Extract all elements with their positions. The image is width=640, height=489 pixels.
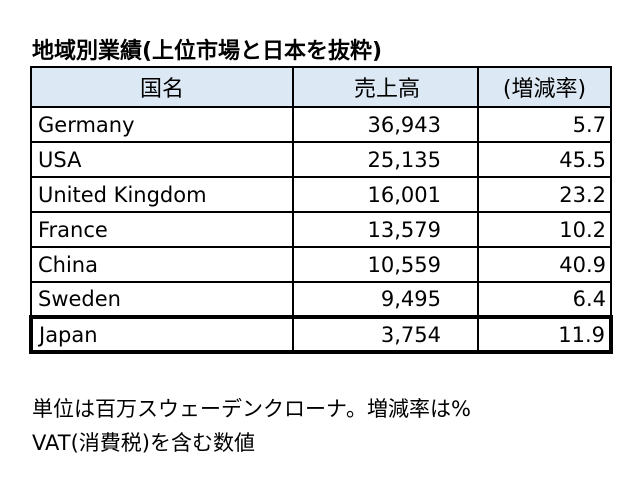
country-cell: USA (30, 141, 294, 178)
table-row: USA 25,135 45.5 (30, 141, 612, 178)
header-sales: 売上高 (292, 66, 479, 108)
table-row: Sweden 9,495 6.4 (30, 281, 612, 318)
country-cell: China (30, 246, 294, 283)
regional-sales-table: 国名 売上高 (増減率) Germany 36,943 5.7 USA 25,1… (29, 66, 613, 354)
sales-cell: 36,943 (292, 106, 479, 143)
change-cell: 5.7 (477, 106, 612, 143)
table-row: France 13,579 10.2 (30, 211, 612, 248)
country-cell: France (30, 211, 294, 248)
table-row: China 10,559 40.9 (30, 246, 612, 283)
sales-cell: 10,559 (292, 246, 479, 283)
vat-note: VAT(消費税)を含む数値 (32, 431, 255, 455)
change-cell: 23.2 (477, 176, 612, 213)
change-cell: 45.5 (477, 141, 612, 178)
change-cell: 40.9 (477, 246, 612, 283)
change-cell: 11.9 (477, 315, 613, 354)
sales-cell: 3,754 (292, 315, 479, 354)
country-cell: Sweden (30, 281, 294, 318)
table-header-row: 国名 売上高 (増減率) (30, 66, 612, 108)
sales-cell: 25,135 (292, 141, 479, 178)
table-row: Germany 36,943 5.7 (30, 106, 612, 143)
sales-cell: 13,579 (292, 211, 479, 248)
table-row-japan-highlighted: Japan 3,754 11.9 (29, 315, 613, 354)
country-cell: Germany (30, 106, 294, 143)
sales-cell: 9,495 (292, 281, 479, 318)
header-change: (増減率) (477, 66, 612, 108)
page-title: 地域別業績(上位市場と日本を抜粋) (32, 39, 383, 64)
unit-note: 単位は百万スウェーデンクローナ。増減率は% (32, 397, 471, 421)
change-cell: 6.4 (477, 281, 612, 318)
table-row: United Kingdom 16,001 23.2 (30, 176, 612, 213)
sales-cell: 16,001 (292, 176, 479, 213)
country-cell: United Kingdom (30, 176, 294, 213)
country-cell: Japan (29, 315, 294, 354)
change-cell: 10.2 (477, 211, 612, 248)
header-country: 国名 (30, 66, 294, 108)
